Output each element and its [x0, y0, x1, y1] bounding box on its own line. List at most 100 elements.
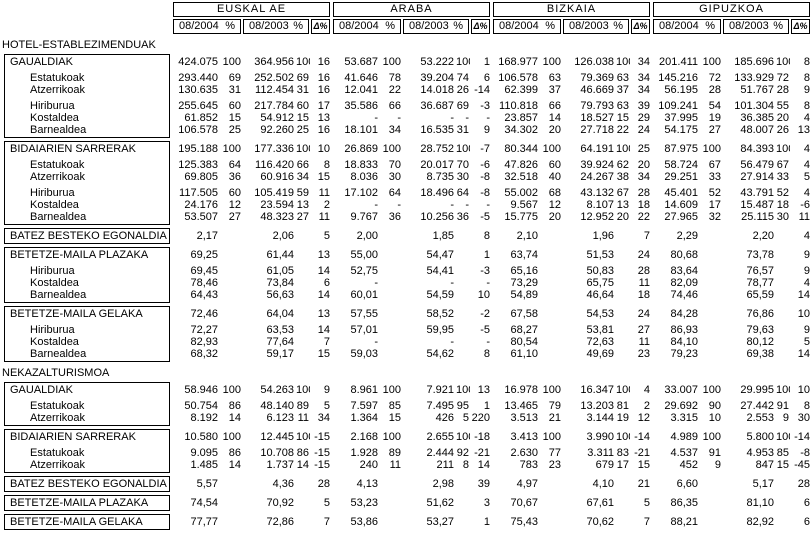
cell-bizkaia-pct: 13	[616, 199, 629, 211]
cell-gipuzkoa-pct: 67	[708, 159, 721, 171]
table-row: Atzerrikoak 8.192 14 6.123 11 34 1.364 15 426 5 2…	[0, 412, 812, 424]
cell-araba-pct: 30	[456, 171, 469, 183]
table-row: Estatukoak 293.440 69 252.502 69 16 41.646 78 3…	[0, 72, 812, 84]
cell-araba-pct: 15	[388, 412, 401, 424]
cell-gipuzkoa-value: 82,09	[670, 277, 698, 289]
cell-euskal-ae-pct: 14	[228, 459, 241, 471]
cell-gipuzkoa-pct: 54	[708, 100, 721, 112]
cell-araba-delta: -18	[474, 431, 490, 443]
cell-araba-delta: -	[486, 336, 490, 348]
row-group: GAUALDIAK 424.075100364.9561001653.68710…	[0, 54, 812, 138]
cell-gipuzkoa-value: 4.989	[670, 431, 698, 443]
cell-bizkaia-delta: 15	[637, 459, 650, 471]
cell-euskal-ae-pct: 86	[296, 447, 309, 459]
cell-gipuzkoa-value: 185.696	[734, 56, 774, 68]
cell-araba-value: 8.735	[426, 171, 454, 183]
cell-araba-value: 54,59	[426, 289, 454, 301]
cell-gipuzkoa-pct: 72	[776, 72, 789, 84]
cell-gipuzkoa-value: 15.487	[740, 199, 774, 211]
period-header-gipuzkoa-08-2003: 08/2003%	[723, 19, 789, 34]
cell-araba-delta: 6	[483, 72, 490, 84]
table-row: Kostaldea 61.852 15 54.912 15 13- - - - -23.857 1…	[0, 112, 812, 124]
row-label-barnealdea: Barnealdea	[30, 348, 87, 360]
cell-euskal-ae-delta: 8	[323, 159, 330, 171]
table-header: EUSKAL AE ARABA BIZKAIA GIPUZKOA 08/2004% 08…	[0, 0, 812, 34]
table-row: Barnealdea 68,32 59,17 15 59,03 54,62 8 61,10 4…	[0, 348, 812, 360]
cell-gipuzkoa-pct: 91	[776, 400, 789, 412]
cell-euskal-ae-pct: 100	[296, 384, 310, 396]
cell-gipuzkoa-pct: 85	[776, 447, 789, 459]
row-group: BATEZ BESTEKO EGONALDIA 5,57 4,36 28 4,13 2,…	[0, 476, 812, 492]
cell-euskal-ae-delta: 14	[317, 289, 330, 301]
cell-araba-delta: 10	[477, 289, 490, 301]
cell-euskal-ae-value: 50.754	[184, 400, 218, 412]
table-row: BATEZ BESTEKO EGONALDIA 2,17 2,06 5 2,00 1,8…	[0, 230, 812, 242]
cell-euskal-ae-value: 68,32	[190, 348, 218, 360]
cell-bizkaia-value: 79.369	[580, 72, 614, 84]
cell-euskal-ae-pct: 59	[296, 187, 309, 199]
cell-bizkaia-pct: 100	[616, 56, 630, 68]
cell-bizkaia-delta: 34	[637, 84, 650, 96]
cell-gipuzkoa-value: 6,60	[676, 478, 698, 490]
cell-bizkaia-pct: 68	[548, 187, 561, 199]
percent-label: %	[705, 20, 715, 32]
cell-araba-value: 7.495	[426, 400, 454, 412]
cell-euskal-ae-pct: 36	[228, 171, 241, 183]
cell-bizkaia-delta: 4	[643, 384, 650, 396]
row-group: BETETZE-MAILA GELAKA 77,77 72,86 7 53,86 53,…	[0, 514, 812, 530]
cell-bizkaia-value: 79.793	[580, 100, 614, 112]
cell-gipuzkoa-delta: 4	[803, 112, 810, 124]
cell-araba-pct: 5	[462, 412, 469, 424]
cell-bizkaia-pct: 100	[542, 143, 561, 155]
cell-bizkaia-pct: 12	[548, 199, 561, 211]
cell-gipuzkoa-value: 5,17	[752, 478, 774, 490]
cell-euskal-ae-delta: 16	[317, 124, 330, 136]
cell-araba-pct: -	[397, 199, 401, 211]
cell-gipuzkoa-value: 80,12	[746, 336, 774, 348]
cell-gipuzkoa-delta: 11	[798, 211, 810, 223]
region-header-araba: ARABA	[333, 2, 490, 17]
period-header-euskal-ae-08-2004: 08/2004%	[173, 19, 241, 34]
cell-gipuzkoa-value: 84,28	[670, 308, 698, 320]
table-row: GAUALDIAK 58.94610054.26310098.9611007.9…	[0, 384, 812, 396]
cell-euskal-ae-value: 63,53	[266, 324, 294, 336]
column-header-row: 08/2004% 08/2003% Δ% 08/2004% 08/2003% Δ% 08/2…	[0, 19, 812, 34]
cell-euskal-ae-delta: 5	[323, 497, 330, 509]
cell-gipuzkoa-delta: 8	[803, 56, 810, 68]
cell-euskal-ae-value: 116.420	[255, 159, 294, 171]
cell-bizkaia-value: 3.513	[510, 412, 538, 424]
cell-euskal-ae-pct: 100	[296, 431, 310, 443]
cell-gipuzkoa-pct: 100	[776, 56, 790, 68]
cell-euskal-ae-value: 58.946	[184, 384, 218, 396]
cell-araba-delta: -3	[480, 265, 490, 277]
cell-bizkaia-value: 68,27	[510, 324, 538, 336]
cell-araba-value: 51,62	[426, 497, 454, 509]
cell-gipuzkoa-delta: 6	[803, 516, 810, 528]
cell-araba-delta: 1	[483, 516, 490, 528]
cell-gipuzkoa-value: 82,92	[746, 516, 774, 528]
cell-euskal-ae-delta: 9	[323, 384, 330, 396]
cell-gipuzkoa-pct: 30	[776, 211, 789, 223]
cell-bizkaia-value: 54,89	[510, 289, 538, 301]
cell-euskal-ae-value: 72,27	[190, 324, 218, 336]
cell-bizkaia-delta: 28	[637, 187, 650, 199]
table-row: GAUALDIAK 424.075100364.9561001653.68710…	[0, 56, 812, 68]
cell-bizkaia-value: 23.857	[504, 112, 538, 124]
cell-gipuzkoa-pct: 26	[776, 124, 789, 136]
cell-bizkaia-value: 106.578	[498, 72, 538, 84]
cell-gipuzkoa-value: 58.724	[664, 159, 698, 171]
cell-bizkaia-value: 80,54	[510, 336, 538, 348]
cell-gipuzkoa-value: 4.953	[746, 447, 774, 459]
cell-euskal-ae-value: 10.708	[260, 447, 294, 459]
cell-gipuzkoa-pct: 32	[708, 211, 721, 223]
cell-gipuzkoa-value: 78,77	[746, 277, 774, 289]
cell-gipuzkoa-value: 48.007	[740, 124, 774, 136]
cell-bizkaia-value: 67,61	[586, 497, 614, 509]
cell-araba-value: 211	[436, 459, 454, 471]
cell-gipuzkoa-delta: 4	[803, 277, 810, 289]
cell-euskal-ae-delta: 15	[317, 348, 330, 360]
cell-bizkaia-pct: 60	[548, 159, 561, 171]
cell-bizkaia-pct: 20	[548, 124, 561, 136]
cell-gipuzkoa-pct: 27	[708, 124, 721, 136]
cell-euskal-ae-value: 59,17	[266, 348, 294, 360]
